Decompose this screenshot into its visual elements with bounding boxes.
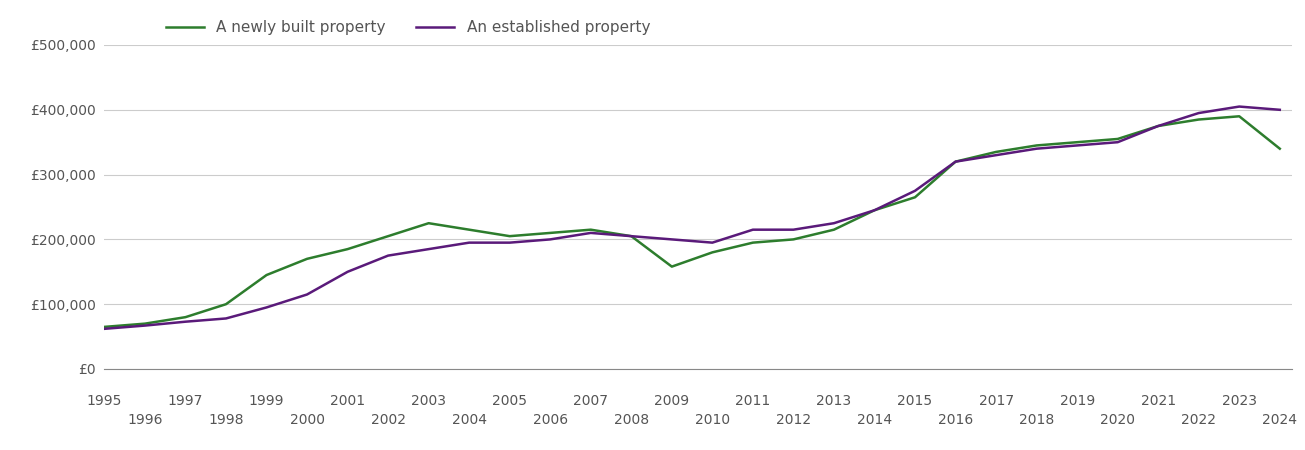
A newly built property <box>462 227 478 232</box>
Text: 2012: 2012 <box>776 414 810 428</box>
An established property <box>1272 107 1288 112</box>
A newly built property <box>826 227 842 232</box>
A newly built property <box>907 194 923 200</box>
An established property <box>583 230 599 236</box>
A newly built property <box>745 240 761 245</box>
Text: 2011: 2011 <box>735 394 770 408</box>
Text: 2023: 2023 <box>1221 394 1257 408</box>
An established property <box>462 240 478 245</box>
Line: An established property: An established property <box>104 107 1280 329</box>
Text: 2010: 2010 <box>694 414 729 428</box>
A newly built property <box>1272 146 1288 151</box>
An established property <box>543 237 559 242</box>
A newly built property <box>1028 143 1044 148</box>
A newly built property <box>1232 113 1248 119</box>
An established property <box>988 153 1004 158</box>
A newly built property <box>583 227 599 232</box>
Text: 2004: 2004 <box>452 414 487 428</box>
A newly built property <box>177 315 193 320</box>
A newly built property <box>137 321 153 326</box>
A newly built property <box>1191 117 1207 122</box>
An established property <box>1109 140 1125 145</box>
An established property <box>907 188 923 194</box>
An established property <box>1028 146 1044 151</box>
Text: 2006: 2006 <box>532 414 568 428</box>
Text: 2008: 2008 <box>613 414 649 428</box>
Line: A newly built property: A newly built property <box>104 116 1280 327</box>
Text: 1998: 1998 <box>209 414 244 428</box>
A newly built property <box>299 256 315 261</box>
Text: 2003: 2003 <box>411 394 446 408</box>
An established property <box>380 253 395 258</box>
A newly built property <box>705 250 720 255</box>
An established property <box>502 240 518 245</box>
An established property <box>947 159 963 164</box>
Text: 2005: 2005 <box>492 394 527 408</box>
Text: 2013: 2013 <box>817 394 852 408</box>
An established property <box>258 305 274 310</box>
An established property <box>339 269 355 274</box>
An established property <box>624 234 639 239</box>
A newly built property <box>786 237 801 242</box>
An established property <box>1191 110 1207 116</box>
A newly built property <box>1069 140 1084 145</box>
A newly built property <box>502 234 518 239</box>
A newly built property <box>258 272 274 278</box>
An established property <box>705 240 720 245</box>
A newly built property <box>947 159 963 164</box>
An established property <box>1232 104 1248 109</box>
A newly built property <box>543 230 559 236</box>
Text: 2021: 2021 <box>1141 394 1176 408</box>
Text: 2019: 2019 <box>1060 394 1095 408</box>
Text: 2009: 2009 <box>654 394 689 408</box>
A newly built property <box>1109 136 1125 142</box>
An established property <box>745 227 761 232</box>
Text: 2014: 2014 <box>857 414 893 428</box>
Text: 2001: 2001 <box>330 394 365 408</box>
Text: 2017: 2017 <box>979 394 1014 408</box>
Text: 2000: 2000 <box>290 414 325 428</box>
A newly built property <box>624 234 639 239</box>
Text: 2024: 2024 <box>1262 414 1297 428</box>
Text: 2015: 2015 <box>898 394 933 408</box>
A newly built property <box>339 247 355 252</box>
An established property <box>664 237 680 242</box>
A newly built property <box>664 264 680 269</box>
An established property <box>420 247 436 252</box>
A newly built property <box>867 207 882 213</box>
An established property <box>299 292 315 297</box>
Text: 1999: 1999 <box>249 394 284 408</box>
An established property <box>1069 143 1084 148</box>
A newly built property <box>420 220 436 226</box>
An established property <box>177 319 193 324</box>
Text: 1995: 1995 <box>86 394 123 408</box>
A newly built property <box>218 302 234 307</box>
A newly built property <box>1151 123 1167 129</box>
An established property <box>218 316 234 321</box>
Text: 1996: 1996 <box>127 414 163 428</box>
Text: 2007: 2007 <box>573 394 608 408</box>
An established property <box>1151 123 1167 129</box>
Text: 2020: 2020 <box>1100 414 1135 428</box>
A newly built property <box>380 234 395 239</box>
A newly built property <box>97 324 112 329</box>
An established property <box>826 220 842 226</box>
An established property <box>867 207 882 213</box>
Legend: A newly built property, An established property: A newly built property, An established p… <box>159 14 656 41</box>
An established property <box>786 227 801 232</box>
Text: 2016: 2016 <box>938 414 974 428</box>
Text: 2018: 2018 <box>1019 414 1054 428</box>
An established property <box>137 323 153 328</box>
Text: 1997: 1997 <box>168 394 204 408</box>
An established property <box>97 326 112 332</box>
Text: 2002: 2002 <box>371 414 406 428</box>
Text: 2022: 2022 <box>1181 414 1216 428</box>
A newly built property <box>988 149 1004 155</box>
